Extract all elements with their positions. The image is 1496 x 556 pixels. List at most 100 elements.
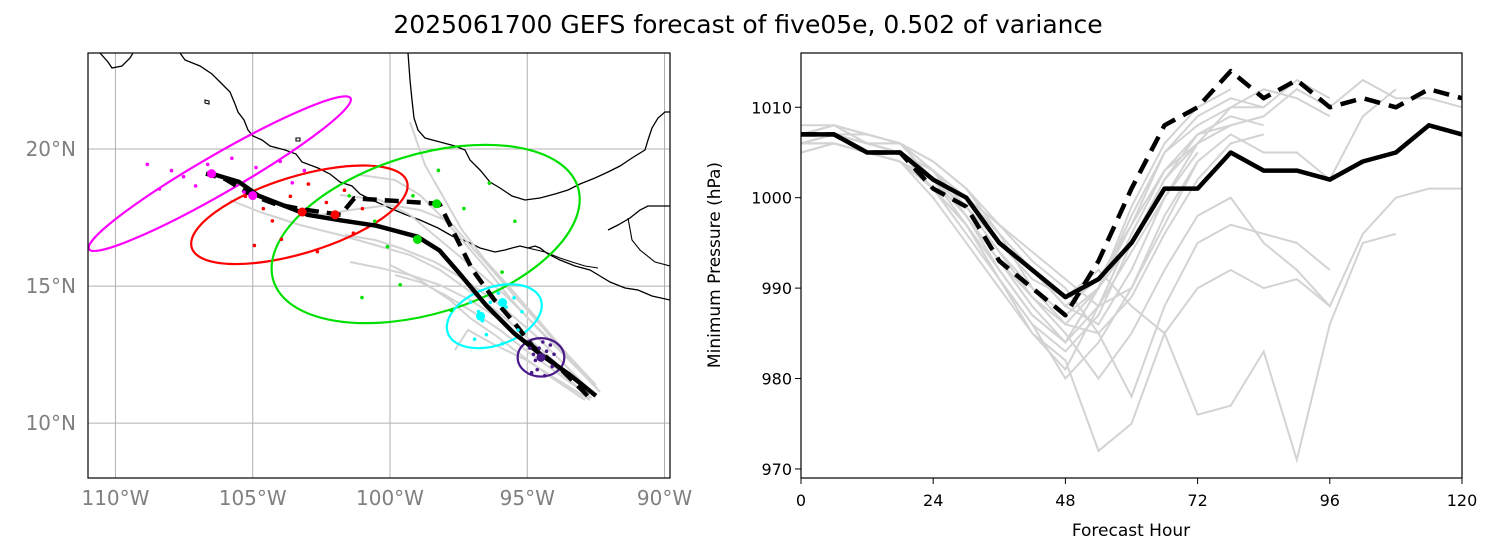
member-position — [513, 219, 517, 224]
pressure-y-tick: 990 — [761, 279, 792, 298]
member-position — [504, 305, 508, 309]
coastline-yucatan — [607, 205, 670, 231]
member-position — [302, 168, 307, 173]
uncertainty-ellipses — [88, 95, 581, 378]
member-position — [529, 370, 534, 375]
map-y-tick: 10°N — [26, 411, 76, 435]
coastline-gulf — [407, 53, 670, 201]
pressure-x-tick: 48 — [1055, 491, 1075, 510]
pressure-x-tick: 0 — [796, 491, 806, 510]
map-x-tick-labels: 110°W 105°W 100°W 95°W 90°W — [81, 486, 692, 510]
member-position — [270, 219, 275, 223]
member-position — [306, 182, 311, 186]
member-position — [254, 165, 258, 170]
member-position — [411, 194, 415, 198]
pressure-x-ticks: 0 24 48 72 96 120 — [796, 478, 1477, 510]
forecast-position-markers — [145, 156, 556, 378]
map-y-tick: 15°N — [26, 274, 76, 298]
member-position — [542, 373, 547, 378]
pressure-x-tick: 24 — [923, 491, 943, 510]
member-position — [252, 243, 257, 248]
pressure-x-tick: 96 — [1320, 491, 1340, 510]
member-position — [347, 194, 352, 198]
member-position — [462, 206, 466, 211]
pressure-y-tick: 1000 — [751, 189, 792, 208]
member-position — [550, 364, 554, 369]
ellipse-72h — [270, 143, 581, 325]
island — [204, 99, 210, 105]
mean-position-marker — [432, 199, 442, 209]
map-x-tick: 100°W — [356, 486, 424, 510]
member-position — [484, 332, 489, 337]
map-y-tick-labels: 10°N 15°N 20°N — [26, 137, 76, 435]
member-position — [278, 159, 282, 164]
member-position — [360, 206, 365, 211]
member-position — [342, 188, 347, 193]
figure-title: 2025061700 GEFS forecast of five05e, 0.5… — [393, 10, 1103, 39]
member-position — [193, 184, 198, 188]
member-position — [548, 343, 553, 347]
pressure-x-axis-label: Forecast Hour — [1072, 521, 1190, 541]
member-position — [279, 237, 284, 242]
pressure-frame — [800, 52, 1463, 479]
member-position — [552, 352, 556, 357]
member-position — [500, 270, 504, 274]
island — [295, 137, 301, 142]
member-position — [520, 309, 524, 314]
member-position — [512, 296, 516, 300]
pressure-member-line — [801, 115, 1264, 372]
pressure-x-tick: 72 — [1187, 491, 1207, 510]
track-map-panel: 110°W 105°W 100°W 95°W 90°W 10°N 15°N 20°N — [26, 52, 692, 510]
member-position — [544, 349, 549, 354]
member-position — [537, 346, 541, 350]
member-position — [385, 244, 390, 249]
member-position — [541, 340, 545, 344]
pressure-y-tick: 1010 — [751, 98, 792, 117]
member-position — [261, 206, 266, 211]
member-position — [324, 200, 329, 205]
member-position — [242, 190, 246, 194]
ensemble-track — [394, 274, 593, 399]
member-position — [516, 328, 520, 332]
member-position — [533, 358, 538, 363]
member-position — [472, 337, 477, 342]
member-position — [531, 352, 536, 357]
member-position — [230, 156, 234, 161]
member-position — [500, 342, 505, 346]
mean-position-marker — [330, 210, 340, 220]
pressure-member-line — [801, 133, 1462, 381]
member-position — [496, 291, 501, 295]
pressure-mean-lines — [801, 68, 1462, 318]
map-x-tick: 90°W — [637, 486, 692, 510]
pressure-panel: 0 24 48 72 96 120 970 980 990 1000 1010 Forecast … — [705, 52, 1477, 541]
member-position — [169, 168, 174, 173]
pressure-y-tick: 970 — [761, 460, 792, 479]
map-y-tick: 20°N — [26, 137, 76, 161]
member-position — [288, 194, 293, 199]
map-x-tick: 105°W — [219, 486, 287, 510]
pressure-x-tick: 120 — [1447, 491, 1478, 510]
member-position — [535, 367, 540, 372]
member-position — [398, 283, 402, 287]
member-position — [351, 231, 356, 235]
mean-position-marker — [476, 311, 486, 321]
ellipse-48h — [190, 164, 409, 266]
member-position — [181, 174, 186, 179]
map-x-tick: 110°W — [81, 486, 149, 510]
pressure-y-axis-label: Minimum Pressure (hPa) — [705, 162, 725, 368]
map-frame — [87, 52, 671, 479]
mean-position-marker — [297, 207, 307, 217]
pressure-member-line — [801, 142, 1397, 464]
map-x-tick: 95°W — [500, 486, 555, 510]
member-position — [157, 187, 162, 191]
member-position — [290, 181, 295, 185]
member-position — [436, 168, 441, 173]
member-position — [372, 219, 377, 224]
coastline-pacific — [99, 53, 670, 301]
pressure-y-ticks: 970 980 990 1000 1010 — [751, 98, 801, 479]
mean-position-marker — [412, 234, 422, 244]
mean-position-marker — [207, 169, 217, 179]
pressure-mean-dashed — [801, 68, 1462, 318]
ellipse-24h — [88, 95, 352, 253]
